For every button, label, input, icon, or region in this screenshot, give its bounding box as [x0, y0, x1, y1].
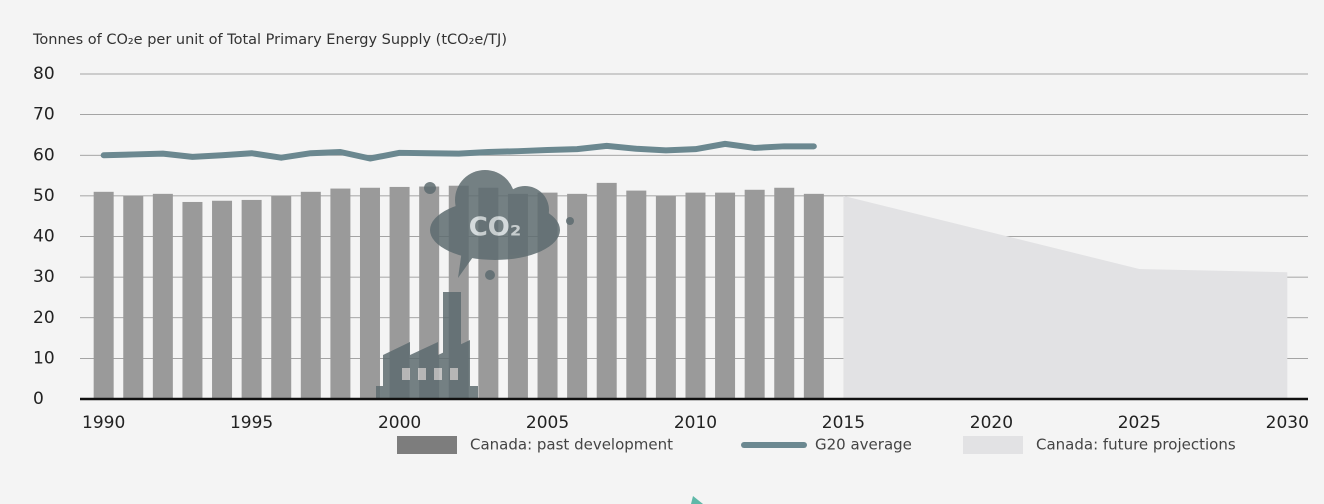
x-tick-label: 2025 — [1118, 413, 1161, 433]
window — [402, 368, 410, 380]
line — [100, 140, 817, 162]
bar — [359, 187, 380, 399]
legend-label: Canada: past development — [470, 436, 673, 454]
y-tick-label: 60 — [33, 145, 55, 165]
bar — [300, 191, 321, 399]
y-tick-label: 10 — [33, 348, 55, 368]
bar — [330, 188, 351, 399]
bar — [152, 193, 173, 399]
bar — [271, 195, 292, 399]
pointer — [691, 496, 703, 504]
bar — [596, 182, 617, 399]
factory-base — [376, 386, 478, 398]
plot-over: 1990 1995 2000 2005 2010 2015 2020 2025 2030 Cana… — [80, 140, 1309, 454]
cloud-tail — [458, 250, 478, 278]
cloud — [501, 186, 549, 234]
window — [434, 368, 442, 380]
dot — [424, 182, 436, 194]
legend-label: G20 average — [815, 436, 912, 454]
bar — [212, 200, 233, 399]
projection-area — [843, 195, 1288, 399]
bar — [93, 191, 114, 399]
dot — [485, 270, 495, 280]
window — [450, 368, 458, 380]
illustration: CO₂ — [376, 170, 574, 398]
y-tick-label: 80 — [33, 64, 55, 84]
x-tick-label: 1990 — [82, 413, 125, 433]
bar — [567, 193, 588, 399]
bar — [241, 199, 262, 399]
x-tick-label: 2020 — [970, 413, 1013, 433]
dot — [566, 217, 574, 225]
y-tick-label: 30 — [33, 267, 55, 287]
x-tick-label: 2030 — [1266, 413, 1309, 433]
cloud-label: CO₂ — [469, 213, 522, 243]
legend-label: Canada: future projections — [1036, 436, 1236, 454]
x-tick-label: 1995 — [230, 413, 273, 433]
legend-swatch — [397, 436, 457, 454]
bar — [685, 192, 706, 399]
bar — [744, 189, 765, 399]
cloud — [455, 170, 515, 230]
bar — [774, 187, 795, 399]
y-tick-label: 50 — [33, 186, 55, 206]
x-tick-label: 2000 — [378, 413, 421, 433]
y-tick-label: 40 — [33, 227, 55, 247]
x-tick-label: 2015 — [822, 413, 865, 433]
x-tick-label: 2010 — [674, 413, 717, 433]
legend-swatch — [963, 436, 1023, 454]
window — [418, 368, 426, 380]
y-tick-label: 0 — [33, 389, 44, 409]
bar — [123, 195, 144, 399]
bar — [182, 201, 203, 399]
y-tick-label: 70 — [33, 105, 55, 125]
bar — [626, 190, 647, 399]
bar — [803, 193, 824, 399]
bar — [715, 192, 736, 399]
chart-title: Tonnes of CO₂e per unit of Total Primary… — [32, 32, 507, 48]
y-tick-label: 20 — [33, 308, 55, 328]
x-tick-label: 2005 — [526, 413, 569, 433]
bar — [655, 195, 676, 399]
